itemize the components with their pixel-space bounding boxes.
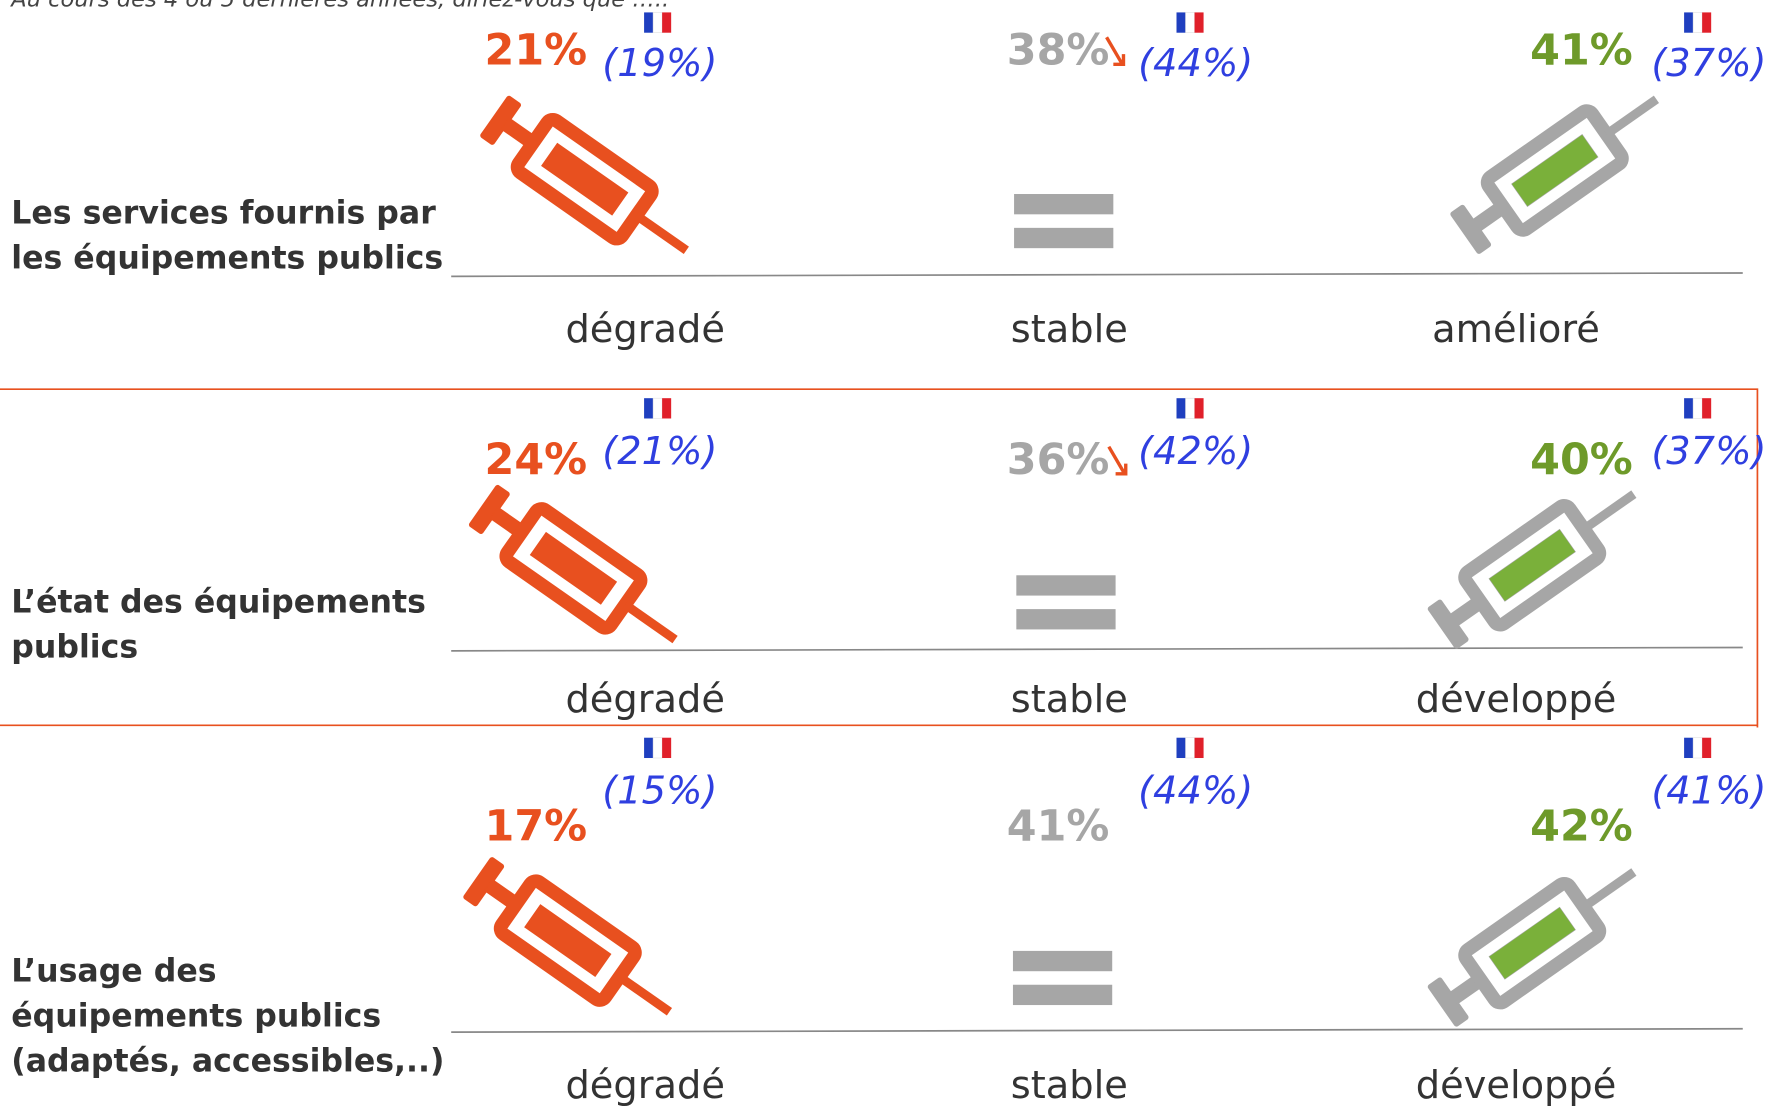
down-arrow [1107, 445, 1128, 476]
equals-bar [1016, 575, 1116, 596]
flag-red [662, 398, 672, 419]
row-label: équipements publics [11, 998, 381, 1034]
syringe-icon [459, 851, 687, 1037]
flag-red [1194, 398, 1204, 419]
flag-white [1185, 737, 1195, 759]
percent: 38% [1007, 26, 1110, 76]
syringe-liquid [1511, 134, 1598, 207]
percent: 42% [1530, 802, 1633, 852]
flag-white [1185, 397, 1195, 419]
row-label: publics [11, 630, 138, 666]
flag-white [652, 737, 663, 759]
flag-red [1702, 12, 1712, 33]
percent: 36% [1007, 435, 1110, 485]
national-percent: (44%) [1138, 41, 1253, 86]
flag-blue [644, 12, 654, 33]
national-percent: (42%) [1138, 429, 1253, 474]
flag-white [652, 12, 663, 33]
flag-white [1692, 397, 1703, 419]
syringe-icon [476, 90, 704, 276]
percent: 24% [485, 435, 588, 485]
percent: 40% [1530, 435, 1633, 485]
flag-white [1692, 737, 1703, 759]
row-label: L’usage des [11, 953, 216, 989]
flag-blue [1684, 398, 1694, 419]
baseline [451, 646, 1743, 652]
flag-blue [1176, 12, 1186, 33]
baseline [451, 1027, 1743, 1033]
category-label: dégradé [565, 307, 724, 352]
national-percent: (19%) [602, 41, 717, 86]
down-arrow [1105, 36, 1126, 66]
percent: 41% [1007, 802, 1110, 852]
category-label: développé [1416, 677, 1617, 722]
separator [0, 388, 1759, 728]
flag-red [1194, 12, 1204, 33]
equals-bar [1014, 227, 1114, 249]
category-label: stable [1011, 677, 1128, 722]
flag-red [1702, 737, 1712, 759]
row-label: les équipements publics [11, 240, 443, 276]
row-label: Les services fournis par [11, 195, 436, 231]
flag-red [1702, 398, 1712, 419]
national-percent: (44%) [1138, 768, 1253, 813]
national-percent: (15%) [602, 768, 717, 813]
percent: 21% [485, 26, 588, 76]
category-label: développé [1416, 1063, 1617, 1108]
flag-white [652, 397, 663, 419]
flag-white [1692, 12, 1703, 33]
flag-blue [1176, 737, 1186, 759]
flag-blue [1176, 398, 1186, 419]
flag-blue [644, 737, 654, 759]
flag-red [662, 12, 672, 33]
national-percent: (37%) [1651, 41, 1766, 86]
national-percent: (41%) [1651, 768, 1766, 813]
flag-red [662, 737, 672, 759]
flag-red [1194, 737, 1204, 759]
row-label: L’état des équipements [11, 584, 426, 620]
category-label: stable [1011, 307, 1128, 352]
percent: 41% [1530, 26, 1633, 76]
syringe-liquid [1489, 907, 1576, 979]
percent: 17% [485, 802, 588, 852]
flag-blue [644, 398, 654, 419]
national-percent: (37%) [1651, 429, 1766, 474]
question: Au cours des 4 ou 5 dernières années, di… [9, 0, 669, 13]
baseline [451, 272, 1743, 278]
equals-bar [1012, 984, 1113, 1006]
equals-bar [1016, 609, 1116, 630]
row-label: (adaptés, accessibles,..) [11, 1044, 444, 1080]
category-label: amélioré [1432, 307, 1600, 352]
syringe-liquid [1489, 529, 1576, 601]
category-label: dégradé [565, 1063, 724, 1108]
flag-white [1185, 12, 1195, 33]
national-percent: (21%) [602, 429, 717, 474]
category-label: dégradé [565, 677, 724, 722]
syringe-icon [465, 479, 693, 665]
flag-blue [1684, 12, 1694, 33]
equals-bar [1014, 194, 1114, 215]
flag-blue [1684, 737, 1694, 759]
category-label: stable [1011, 1063, 1128, 1108]
equals-bar [1012, 950, 1113, 972]
